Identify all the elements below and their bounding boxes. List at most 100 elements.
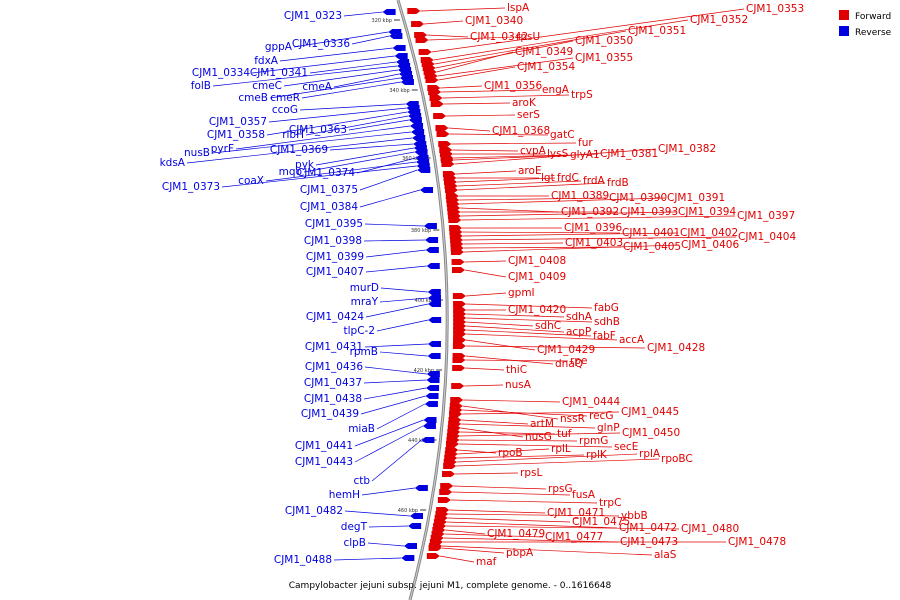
gene-label-forward: CJM1_0352	[690, 14, 748, 26]
leader-line-reverse	[365, 265, 427, 273]
gene-glyph-reverse	[401, 555, 415, 561]
leader-line-reverse	[212, 65, 398, 87]
gene-label-forward: CJM1_0389	[551, 190, 609, 202]
gene-glyph-forward	[451, 267, 465, 273]
gene-glyph-forward	[418, 49, 432, 55]
leader-line-forward	[464, 260, 507, 263]
leader-line-reverse	[365, 249, 426, 258]
gene-glyph-reverse	[426, 263, 440, 269]
leader-line-forward	[456, 177, 556, 183]
gene-glyph-forward	[436, 131, 450, 137]
gene-label-reverse: clpB	[343, 537, 366, 549]
gene-label-forward: CJM1_0408	[508, 255, 566, 267]
leader-line-forward	[446, 114, 516, 117]
gene-label-reverse: CJM1_0443	[295, 456, 353, 468]
gene-glyph-forward	[437, 497, 451, 503]
leader-line-reverse	[367, 542, 405, 547]
gene-label-reverse: CJM1_0374	[297, 167, 355, 179]
leader-line-forward	[424, 20, 464, 25]
gene-label-reverse: CJM1_0357	[209, 116, 267, 128]
gene-label-reverse: pyrF	[211, 143, 234, 155]
gene-glyph-reverse	[389, 33, 403, 39]
gene-glyph-reverse	[427, 289, 441, 295]
leader-line-forward	[452, 149, 519, 152]
gene-label-forward: aroK	[512, 97, 537, 109]
gene-label-forward: CJM1_0445	[621, 406, 679, 418]
leader-line-reverse	[354, 419, 424, 447]
gene-label-forward: alaS	[654, 549, 677, 561]
gene-label-reverse: fdxA	[254, 55, 279, 67]
leader-line-forward	[466, 321, 534, 327]
gene-label-reverse: CJM1_0395	[305, 218, 363, 230]
gene-label-forward: nssR	[560, 413, 585, 425]
gene-label-reverse: CJM1_0436	[305, 361, 363, 373]
leader-line-reverse	[305, 115, 409, 136]
gene-label-reverse: CJM1_0437	[304, 377, 362, 389]
leader-line-reverse	[379, 351, 428, 357]
leader-line-reverse	[301, 81, 401, 99]
gene-label-forward: dnaQ	[555, 358, 583, 370]
gene-label-forward: CJM1_0353	[746, 3, 804, 15]
leader-line-forward	[464, 384, 504, 387]
gene-label-forward: fabG	[594, 302, 619, 314]
gene-label-forward: CJM1_0444	[562, 396, 620, 408]
leader-line-forward	[441, 545, 653, 556]
gene-label-forward: sdhB	[594, 316, 620, 328]
gene-label-forward: fusA	[572, 489, 596, 501]
gene-label-reverse: CJM1_0482	[285, 505, 343, 517]
gene-glyph-forward	[445, 441, 459, 447]
gene-label-forward: CJM1_0354	[517, 61, 575, 73]
gene-glyph-forward	[425, 77, 439, 83]
gene-label-forward: CJM1_0402	[680, 227, 738, 239]
gene-label-reverse: degT	[341, 521, 368, 533]
gene-label-reverse: cmeB	[238, 92, 268, 104]
gene-label-reverse: CJM1_0424	[306, 311, 364, 323]
gene-label-forward: CJM1_0394	[678, 206, 736, 218]
gene-label-forward: aroE	[518, 165, 542, 177]
gene-label-forward: frdC	[557, 172, 579, 184]
gene-label-reverse: CJM1_0334	[192, 67, 250, 79]
gene-label-reverse: ctb	[353, 475, 370, 487]
gene-label-forward: rpoBC	[661, 453, 693, 465]
gene-label-forward: CJM1_0409	[508, 271, 566, 283]
leader-line-reverse	[303, 151, 415, 173]
gene-label-forward: CJM1_0382	[658, 143, 716, 155]
leader-line-forward	[464, 269, 507, 278]
leader-line-reverse	[379, 297, 428, 303]
leader-line-forward	[462, 232, 679, 237]
gene-glyph-reverse	[428, 301, 442, 307]
leader-line-reverse	[354, 425, 424, 463]
leader-line-forward	[439, 555, 475, 563]
leader-line-forward	[453, 154, 569, 159]
gene-glyph-forward	[414, 32, 428, 38]
gene-label-forward: lgt	[541, 172, 555, 184]
leader-line-forward	[443, 537, 619, 543]
leader-line-forward	[459, 439, 578, 442]
leader-line-reverse	[269, 77, 401, 99]
leader-line-reverse	[364, 223, 424, 227]
leader-line-forward	[466, 317, 593, 323]
gene-label-reverse: mraY	[351, 296, 379, 308]
leader-line-forward	[455, 472, 519, 475]
leader-line-forward	[456, 458, 660, 467]
gene-glyph-forward	[438, 141, 452, 147]
gene-glyph-reverse	[408, 117, 422, 123]
gene-label-reverse: miaB	[348, 423, 375, 435]
leader-line-reverse	[364, 343, 428, 348]
leader-line-reverse	[309, 61, 397, 74]
leader-line-forward	[455, 170, 517, 175]
leader-line-reverse	[344, 510, 411, 517]
gene-label-forward: rpe	[570, 355, 587, 367]
leader-line-reverse	[333, 73, 400, 88]
leader-line-forward	[463, 236, 737, 241]
leader-line-forward	[466, 329, 592, 337]
leader-line-reverse	[299, 103, 406, 111]
gene-glyph-forward	[452, 357, 466, 363]
gene-label-forward: CJM1_0356	[484, 80, 542, 92]
leader-line-forward	[466, 333, 618, 341]
gene-glyph-reverse	[400, 79, 414, 85]
gene-label-forward: recG	[589, 410, 613, 422]
gene-label-forward: CJM1_0401	[622, 227, 680, 239]
gene-glyph-forward	[442, 471, 456, 477]
